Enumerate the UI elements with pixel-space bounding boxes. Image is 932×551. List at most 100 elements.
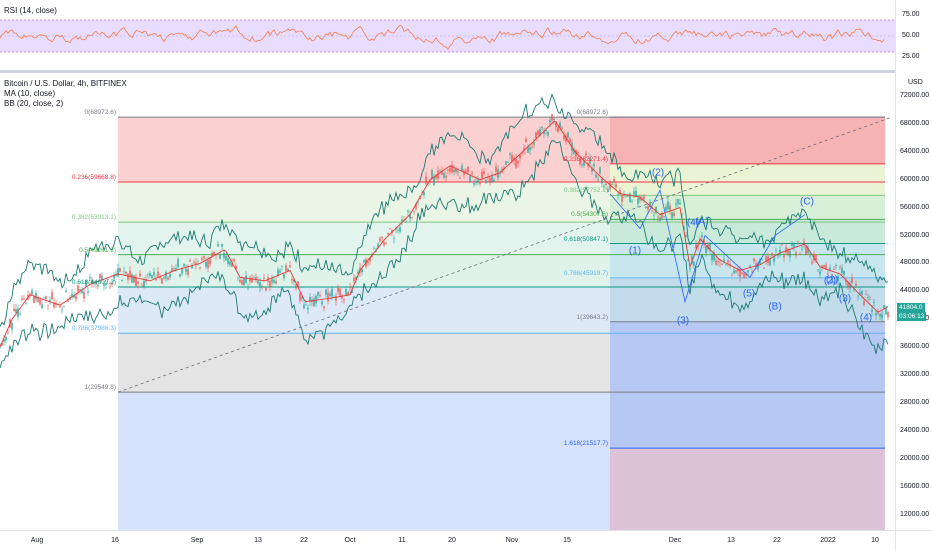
- candle: [11, 322, 13, 330]
- candle: [525, 139, 527, 143]
- candle: [593, 164, 595, 167]
- wave-label: (3): [676, 315, 690, 327]
- candle: [17, 308, 19, 317]
- candle: [383, 242, 385, 246]
- candle: [583, 161, 585, 166]
- fib-label-left: 0.618(44609.3): [71, 279, 116, 287]
- candle: [255, 276, 257, 281]
- candle: [317, 292, 319, 296]
- fib-zone-right: [610, 448, 885, 530]
- candle: [855, 284, 857, 286]
- candle: [573, 149, 575, 154]
- candle: [179, 274, 181, 277]
- main-pane[interactable]: Bitcoin / U.S. Dollar, 4h, BITFINEX MA (…: [0, 73, 895, 530]
- time-tick: Aug: [30, 537, 44, 544]
- candle: [279, 270, 281, 273]
- candle: [71, 293, 73, 297]
- candle: [287, 268, 289, 271]
- candle: [227, 258, 229, 264]
- candle: [313, 298, 315, 306]
- candle: [295, 285, 297, 289]
- candle: [647, 206, 649, 210]
- candle: [883, 305, 885, 309]
- candle: [799, 254, 801, 255]
- candle: [629, 193, 631, 202]
- candle: [87, 291, 89, 293]
- candle: [561, 127, 563, 129]
- fib-label-left: 1(29549.8): [84, 384, 116, 392]
- candle: [153, 271, 155, 276]
- candle: [815, 255, 817, 261]
- candle: [715, 260, 717, 265]
- candle: [327, 292, 329, 302]
- candle: [619, 190, 621, 195]
- candle: [871, 309, 873, 312]
- axis-corner[interactable]: [895, 530, 932, 551]
- candle: [1, 343, 3, 346]
- candle: [77, 285, 79, 292]
- candle: [7, 333, 9, 334]
- candle: [667, 201, 669, 210]
- rsi-axis-25: 25.00: [902, 53, 920, 60]
- candle: [95, 283, 97, 285]
- price-tick: 56000.00: [900, 203, 930, 211]
- candle: [651, 210, 653, 212]
- time-axis[interactable]: Aug 16 Sep 13 22 Oct 11 20 Nov 15 Dec 13 22 2022 10: [0, 530, 895, 551]
- candle: [599, 167, 601, 174]
- candle: [541, 127, 543, 129]
- candle: [135, 276, 137, 286]
- ma-legend[interactable]: MA (10, close): [4, 89, 56, 98]
- candle: [863, 300, 865, 306]
- candle: [381, 236, 383, 239]
- candle: [741, 272, 743, 274]
- candle: [775, 249, 777, 251]
- candle: [155, 279, 157, 280]
- bb-legend[interactable]: BB (20, close, 2): [4, 99, 64, 108]
- candle: [187, 269, 189, 275]
- candle: [739, 270, 741, 278]
- wave-label: (2): [823, 275, 837, 287]
- rsi-legend: RSI (14, close): [4, 6, 57, 16]
- candle: [81, 290, 83, 294]
- price-tick: 12000.00: [900, 510, 930, 518]
- candle: [747, 270, 749, 273]
- candle: [209, 258, 211, 265]
- candle: [205, 262, 207, 267]
- candle: [577, 151, 579, 154]
- candle: [601, 178, 603, 184]
- candle: [613, 179, 615, 183]
- price-tick: 52000.00: [900, 231, 930, 239]
- price-tick: 60000.00: [900, 175, 930, 183]
- rsi-pane[interactable]: RSI (14, close): [0, 0, 895, 70]
- wave-label: (3): [838, 293, 852, 305]
- fib-label-left: 0.5(49261.2): [79, 246, 116, 254]
- candle: [323, 306, 325, 309]
- candle: [25, 302, 27, 304]
- candle: [675, 203, 677, 205]
- candle: [73, 295, 75, 298]
- price-axis[interactable]: 75.00 50.00 25.00 USD 72000.00 68000.00 64…: [895, 0, 932, 530]
- candle: [385, 243, 387, 244]
- candle: [779, 249, 781, 255]
- candle: [851, 277, 853, 284]
- candle: [125, 271, 127, 274]
- pane-separator[interactable]: [0, 70, 932, 73]
- candle: [51, 292, 53, 300]
- candle: [795, 252, 797, 256]
- candle: [641, 198, 643, 201]
- candle: [485, 180, 487, 183]
- candle: [223, 252, 225, 258]
- symbol-title[interactable]: Bitcoin / U.S. Dollar, 4h, BITFINEX: [4, 79, 127, 88]
- candle: [809, 255, 811, 257]
- candle: [617, 194, 619, 196]
- candle: [821, 265, 823, 268]
- candle: [105, 283, 107, 285]
- candle: [607, 189, 609, 192]
- time-tick: 20: [448, 537, 456, 544]
- candle: [67, 300, 69, 302]
- candle: [735, 270, 737, 273]
- candle: [555, 121, 557, 127]
- candle: [343, 299, 345, 300]
- candle: [685, 235, 687, 237]
- candle: [263, 277, 265, 279]
